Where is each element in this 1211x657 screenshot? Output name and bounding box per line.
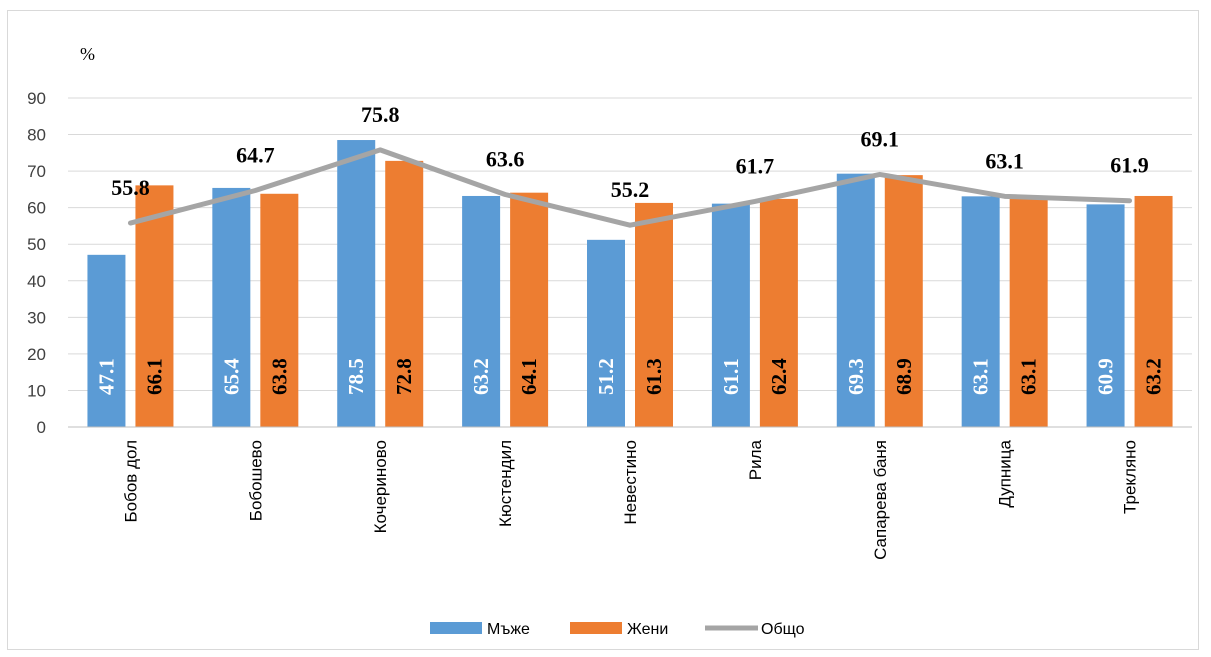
line-data-label: 63.1	[985, 148, 1024, 173]
legend-label: Мъже	[487, 621, 530, 638]
line-data-label: 55.2	[611, 177, 650, 202]
bar-data-label: 60.9	[1094, 358, 1118, 395]
bar-Мъже-1	[212, 187, 251, 427]
bar-data-label: 61.1	[719, 358, 743, 395]
y-tick-label: 20	[27, 345, 46, 364]
line-data-label: 61.9	[1110, 153, 1149, 178]
legend-label: Общо	[761, 621, 805, 638]
line-Общо	[127, 147, 1133, 228]
bar-Мъже-6	[836, 173, 875, 427]
x-category-label: Кочериново	[371, 440, 390, 533]
x-category-label: Дупница	[996, 439, 1015, 507]
bar-Жени-0	[135, 185, 174, 427]
y-tick-label: 0	[37, 418, 46, 437]
bar-Мъже-3	[462, 195, 501, 427]
x-category-label: Сапарева баня	[871, 440, 890, 560]
bar-Мъже-7	[961, 196, 1000, 427]
x-category-label: Бобошево	[246, 440, 265, 521]
y-tick-label: 90	[27, 89, 46, 108]
bar-data-label: 63.2	[469, 358, 493, 395]
bar-data-label: 47.1	[94, 358, 118, 395]
x-category-label: Кюстендил	[496, 440, 515, 527]
line-data-label: 63.6	[486, 147, 525, 172]
bar-data-label: 63.2	[1142, 358, 1166, 395]
x-category-label: Невестино	[621, 440, 640, 525]
y-tick-label: 30	[27, 308, 46, 327]
bar-data-label: 68.9	[892, 358, 916, 395]
bar-data-label: 63.8	[267, 358, 291, 395]
y-axis-unit: %	[80, 44, 95, 64]
bar-data-label: 51.2	[594, 358, 618, 395]
bar-data-label: 63.1	[1017, 358, 1041, 395]
line-data-label: 69.1	[861, 126, 900, 151]
bar-Жени-4	[635, 202, 673, 427]
bar-data-label: 72.8	[392, 358, 416, 395]
legend-swatch-Жени	[570, 622, 622, 634]
bar-data-label: 63.1	[969, 358, 993, 395]
line-data-label: 75.8	[361, 102, 400, 127]
bar-Мъже-0	[87, 254, 126, 427]
bar-Жени-6	[884, 175, 923, 427]
bar-data-label: 64.1	[517, 358, 541, 395]
bar-Жени-5	[759, 198, 798, 427]
x-category-label: Трекляно	[1121, 440, 1140, 514]
bar-Мъже-4	[587, 239, 625, 427]
legend-label: Жени	[627, 621, 668, 638]
line-data-label: 64.7	[236, 142, 275, 167]
bar-data-label: 61.3	[642, 358, 666, 395]
y-tick-label: 10	[27, 381, 46, 400]
y-tick-label: 80	[27, 126, 46, 145]
bar-Жени-3	[510, 192, 549, 427]
bar-Жени-1	[260, 193, 299, 427]
bar-Жени-7	[1009, 196, 1048, 427]
bar-data-label: 62.4	[767, 358, 791, 395]
bar-Мъже-2	[337, 140, 376, 428]
bar-data-label: 78.5	[344, 358, 368, 395]
bar-data-label: 66.1	[142, 358, 166, 395]
x-category-label: Рила	[746, 439, 765, 480]
y-tick-label: 50	[27, 235, 46, 254]
line-data-label: 55.8	[111, 175, 150, 200]
y-tick-label: 40	[27, 272, 46, 291]
bar-Жени-2	[385, 160, 424, 427]
x-category-label: Бобов дол	[121, 440, 140, 522]
bar-Мъже-5	[711, 203, 750, 427]
bar-data-label: 65.4	[219, 358, 243, 395]
bar-Жени-8	[1134, 195, 1173, 427]
y-tick-label: 70	[27, 162, 46, 181]
legend-swatch-Мъже	[430, 622, 482, 634]
bar-Мъже-8	[1086, 204, 1125, 427]
y-tick-label: 60	[27, 199, 46, 218]
bar-data-label: 69.3	[844, 358, 868, 395]
line-data-label: 61.7	[736, 153, 775, 178]
